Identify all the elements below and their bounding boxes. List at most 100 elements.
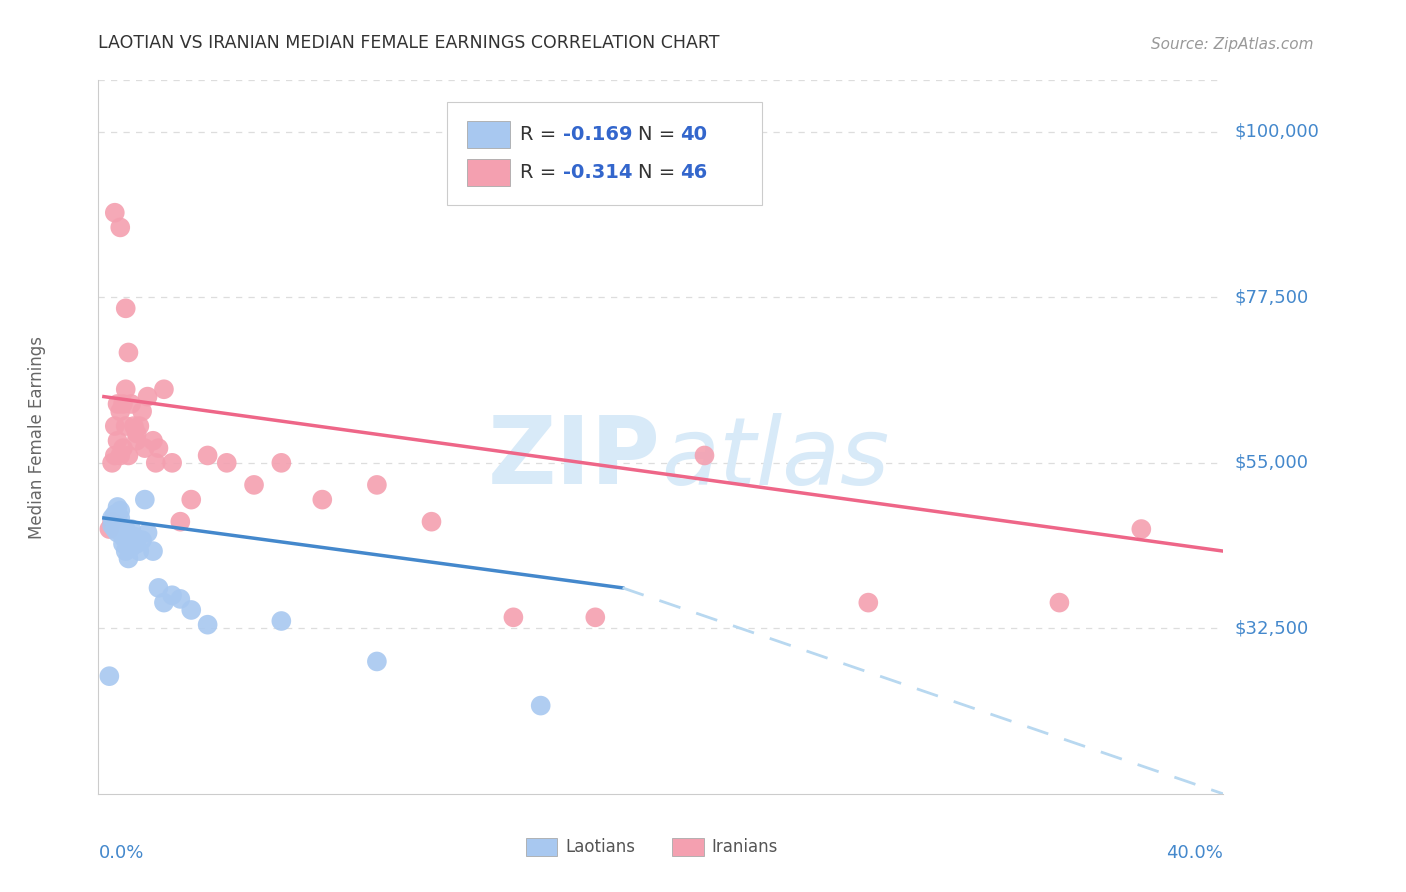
- Point: [142, 544, 165, 558]
- Point: [104, 515, 127, 529]
- Text: $77,500: $77,500: [1234, 288, 1309, 306]
- Point: [366, 478, 388, 492]
- Point: [134, 492, 156, 507]
- Point: [148, 441, 170, 455]
- Point: [1047, 596, 1070, 610]
- Point: [101, 515, 124, 529]
- Point: [107, 434, 129, 448]
- Point: [136, 525, 159, 540]
- Point: [197, 449, 219, 463]
- Point: [117, 345, 139, 359]
- Point: [125, 434, 148, 448]
- Text: $100,000: $100,000: [1234, 123, 1319, 141]
- Point: [142, 434, 165, 448]
- Text: 40: 40: [681, 125, 707, 144]
- Point: [117, 551, 139, 566]
- Text: Source: ZipAtlas.com: Source: ZipAtlas.com: [1150, 37, 1313, 52]
- Point: [693, 449, 716, 463]
- Text: -0.169: -0.169: [562, 125, 633, 144]
- Point: [128, 544, 150, 558]
- Point: [120, 397, 142, 411]
- Point: [117, 449, 139, 463]
- Point: [366, 655, 388, 669]
- Point: [153, 596, 176, 610]
- Text: Laotians: Laotians: [565, 838, 636, 856]
- Point: [215, 456, 238, 470]
- Point: [111, 522, 134, 536]
- Point: [120, 541, 142, 555]
- Point: [117, 537, 139, 551]
- Point: [148, 581, 170, 595]
- Point: [98, 522, 121, 536]
- Text: $55,000: $55,000: [1234, 454, 1309, 472]
- Point: [114, 382, 136, 396]
- Point: [180, 492, 202, 507]
- Point: [114, 533, 136, 547]
- Point: [858, 596, 880, 610]
- Point: [125, 537, 148, 551]
- Point: [169, 515, 191, 529]
- Point: [243, 478, 266, 492]
- Point: [530, 698, 553, 713]
- Point: [270, 614, 292, 628]
- FancyBboxPatch shape: [467, 121, 510, 148]
- Point: [134, 441, 156, 455]
- FancyBboxPatch shape: [526, 838, 557, 856]
- Point: [111, 529, 134, 543]
- Point: [107, 500, 129, 514]
- Point: [111, 537, 134, 551]
- Point: [136, 390, 159, 404]
- Point: [145, 456, 167, 470]
- Point: [160, 456, 183, 470]
- Point: [131, 533, 153, 547]
- Point: [114, 544, 136, 558]
- Point: [110, 518, 132, 533]
- Point: [160, 588, 183, 602]
- Text: R =: R =: [520, 125, 562, 144]
- Point: [125, 426, 148, 441]
- Point: [169, 591, 191, 606]
- Point: [1130, 522, 1153, 536]
- Point: [104, 449, 127, 463]
- Point: [114, 522, 136, 536]
- Text: 40.0%: 40.0%: [1167, 844, 1223, 862]
- Point: [101, 511, 124, 525]
- Point: [107, 525, 129, 540]
- Point: [104, 508, 127, 522]
- Point: [270, 456, 292, 470]
- Point: [131, 404, 153, 418]
- Point: [104, 419, 127, 434]
- Point: [107, 397, 129, 411]
- Point: [128, 419, 150, 434]
- Text: ZIP: ZIP: [488, 412, 661, 505]
- Point: [197, 617, 219, 632]
- Text: N =: N =: [638, 163, 682, 182]
- Point: [104, 205, 127, 219]
- Point: [107, 515, 129, 529]
- Point: [110, 522, 132, 536]
- Text: 46: 46: [681, 163, 707, 182]
- Point: [110, 220, 132, 235]
- Point: [114, 419, 136, 434]
- Text: LAOTIAN VS IRANIAN MEDIAN FEMALE EARNINGS CORRELATION CHART: LAOTIAN VS IRANIAN MEDIAN FEMALE EARNING…: [98, 34, 720, 52]
- Text: $32,500: $32,500: [1234, 619, 1309, 638]
- Point: [120, 522, 142, 536]
- Point: [110, 503, 132, 517]
- Point: [114, 301, 136, 316]
- Point: [583, 610, 606, 624]
- Point: [502, 610, 524, 624]
- Point: [110, 449, 132, 463]
- Text: N =: N =: [638, 125, 682, 144]
- Point: [107, 522, 129, 536]
- Point: [122, 419, 145, 434]
- Point: [153, 382, 176, 396]
- Text: R =: R =: [520, 163, 562, 182]
- Text: -0.314: -0.314: [562, 163, 633, 182]
- Text: atlas: atlas: [661, 413, 889, 504]
- Point: [122, 529, 145, 543]
- Point: [101, 456, 124, 470]
- Point: [111, 441, 134, 455]
- Point: [98, 669, 121, 683]
- Text: Median Female Earnings: Median Female Earnings: [28, 335, 45, 539]
- Point: [101, 518, 124, 533]
